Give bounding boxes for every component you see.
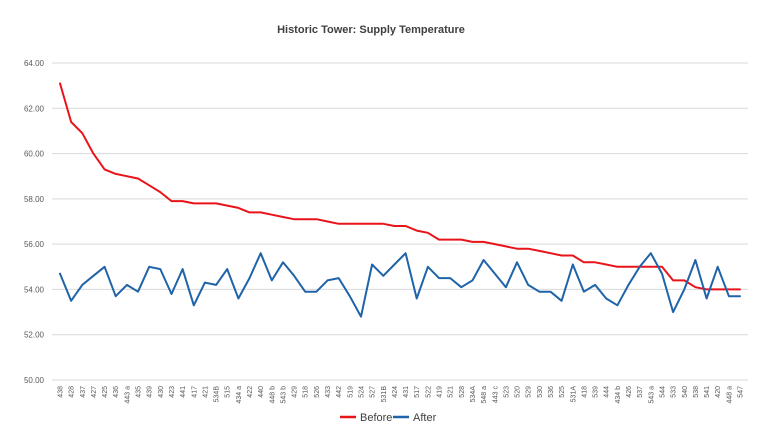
x-tick-label: 543 b (280, 386, 287, 404)
x-tick-label: 547 (738, 386, 745, 398)
y-tick-label: 60.00 (24, 150, 45, 159)
x-tick-label: 529 (526, 386, 533, 398)
x-tick-label: 534A (470, 386, 477, 403)
legend: Before After (340, 412, 437, 424)
x-tick-label: 525 (559, 386, 566, 398)
x-tick-label: 534B (214, 386, 221, 403)
x-tick-label: 543 a (648, 386, 655, 404)
x-tick-label: 426 (626, 386, 633, 398)
x-tick-label: 541 (704, 386, 711, 398)
legend-label-after: After (413, 412, 437, 424)
x-tick-label: 526 (314, 386, 321, 398)
series-line-after (59, 252, 741, 318)
x-tick-label: 433 (325, 386, 332, 398)
x-tick-label: 420 (715, 386, 722, 398)
x-tick-label: 524 (358, 386, 365, 398)
x-tick-label: 537 (637, 386, 644, 398)
x-tick-label: 440 (258, 386, 265, 398)
x-tick-label: 418 (581, 386, 588, 398)
x-tick-label: 544 (659, 386, 666, 398)
x-tick-label: 424 (392, 386, 399, 398)
chart-title: Historic Tower: Supply Temperature (277, 24, 465, 36)
x-tick-label: 421 (202, 386, 209, 398)
y-tick-label: 50.00 (24, 376, 45, 385)
x-tick-label: 422 (247, 386, 254, 398)
x-tick-label: 428 (69, 386, 76, 398)
x-tick-label: 436 (113, 386, 120, 398)
x-tick-label: 448 b (269, 386, 276, 404)
x-axis-ticks: 438 428 437 427 425 436 443 a 435 439 430 423 441 41… (58, 386, 745, 404)
x-tick-label: 540 (682, 386, 689, 398)
y-tick-label: 52.00 (24, 331, 45, 340)
x-tick-label: 419 (437, 386, 444, 398)
y-tick-label: 64.00 (24, 59, 45, 68)
x-tick-label: 437 (80, 386, 87, 398)
x-tick-label: 438 (58, 386, 65, 398)
x-tick-label: 443 c (492, 386, 499, 404)
x-tick-label: 444 (604, 386, 611, 398)
x-tick-label: 448 a (726, 386, 733, 404)
y-tick-label: 62.00 (24, 104, 45, 113)
y-axis-ticks: 50.00 52.00 54.00 56.00 58.00 60.00 62.00 64.00 (24, 59, 45, 385)
x-tick-label: 427 (91, 386, 98, 398)
x-tick-label: 521 (448, 386, 455, 398)
x-tick-label: 523 (503, 386, 510, 398)
x-tick-label: 423 (169, 386, 176, 398)
x-tick-label: 518 (303, 386, 310, 398)
gridlines (52, 62, 748, 381)
x-tick-label: 417 (191, 386, 198, 398)
x-tick-label: 527 (370, 386, 377, 398)
y-tick-label: 58.00 (24, 195, 45, 204)
x-tick-label: 515 (225, 386, 232, 398)
x-tick-label: 442 (336, 386, 343, 398)
x-tick-label: 517 (414, 386, 421, 398)
x-tick-label: 439 (147, 386, 154, 398)
x-tick-label: 530 (537, 386, 544, 398)
x-tick-label: 528 (459, 386, 466, 398)
x-tick-label: 539 (593, 386, 600, 398)
y-tick-label: 56.00 (24, 240, 45, 249)
x-tick-label: 520 (515, 386, 522, 398)
x-tick-label: 531B (381, 386, 388, 403)
series-lines (59, 82, 741, 318)
x-tick-label: 430 (158, 386, 165, 398)
x-tick-label: 536 (548, 386, 555, 398)
x-tick-label: 443 a (124, 386, 131, 404)
x-tick-label: 429 (292, 386, 299, 398)
x-tick-label: 538 (693, 386, 700, 398)
x-tick-label: 531A (570, 386, 577, 403)
x-tick-label: 533 (671, 386, 678, 398)
x-tick-label: 519 (347, 386, 354, 398)
x-tick-label: 431 (403, 386, 410, 398)
x-tick-label: 435 (136, 386, 143, 398)
legend-label-before: Before (360, 412, 392, 424)
x-tick-label: 434 b (615, 386, 622, 404)
x-tick-label: 425 (102, 386, 109, 398)
x-tick-label: 522 (425, 386, 432, 398)
y-tick-label: 54.00 (24, 285, 45, 294)
x-tick-label: 548 a (481, 386, 488, 404)
x-tick-label: 441 (180, 386, 187, 398)
x-tick-label: 434 a (236, 386, 243, 404)
series-line-before (59, 82, 741, 291)
